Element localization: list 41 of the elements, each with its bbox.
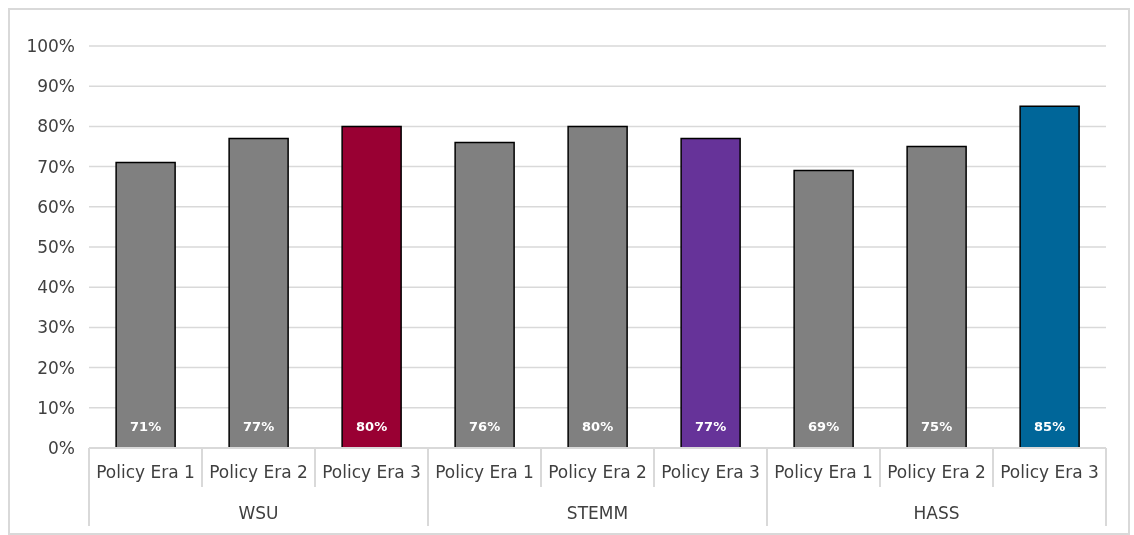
text: WSU — [238, 503, 279, 523]
bar — [454, 141, 515, 448]
y-tick-label: 70% — [37, 156, 75, 177]
data-label: 75% — [921, 419, 953, 434]
y-tick-label: 80% — [37, 116, 75, 137]
bar — [1019, 105, 1080, 448]
data-label: 80% — [356, 419, 388, 434]
bar — [341, 125, 402, 448]
y-tick-label: 10% — [37, 397, 75, 418]
bar — [567, 125, 628, 448]
y-tick-label: 60% — [37, 196, 75, 217]
y-tick-label: 40% — [37, 277, 75, 298]
x-tick-label: Policy Era 3 — [661, 462, 760, 482]
bar — [793, 169, 854, 448]
y-tick-label: 0% — [48, 438, 75, 459]
data-label: 77% — [695, 419, 727, 434]
x-tick-label: Policy Era 3 — [322, 462, 421, 482]
x-tick-label: Policy Era 2 — [209, 462, 308, 482]
data-label: 77% — [243, 419, 275, 434]
y-tick-label: 90% — [37, 76, 75, 97]
x-tick-label: Policy Era 3 — [1000, 462, 1099, 482]
y-tick-label: 20% — [37, 357, 75, 378]
y-tick-label: 100% — [26, 36, 75, 57]
bar — [680, 137, 741, 448]
y-tick-label: 50% — [37, 237, 75, 258]
y-tick-label: 30% — [37, 317, 75, 338]
data-label: 71% — [130, 419, 162, 434]
text: STEMM — [566, 503, 629, 523]
bar — [228, 137, 289, 448]
x-tick-label: Policy Era 2 — [887, 462, 986, 482]
bar — [115, 161, 176, 448]
bar — [906, 145, 967, 448]
x-tick-label: Policy Era 2 — [548, 462, 647, 482]
data-label: 80% — [582, 419, 614, 434]
x-tick-label: Policy Era 1 — [435, 462, 534, 482]
x-tick-label: Policy Era 1 — [96, 462, 195, 482]
data-label: 85% — [1034, 419, 1066, 434]
text: HASS — [913, 503, 960, 523]
data-label: 69% — [808, 419, 840, 434]
x-tick-label: Policy Era 1 — [774, 462, 873, 482]
data-label: 76% — [469, 419, 501, 434]
